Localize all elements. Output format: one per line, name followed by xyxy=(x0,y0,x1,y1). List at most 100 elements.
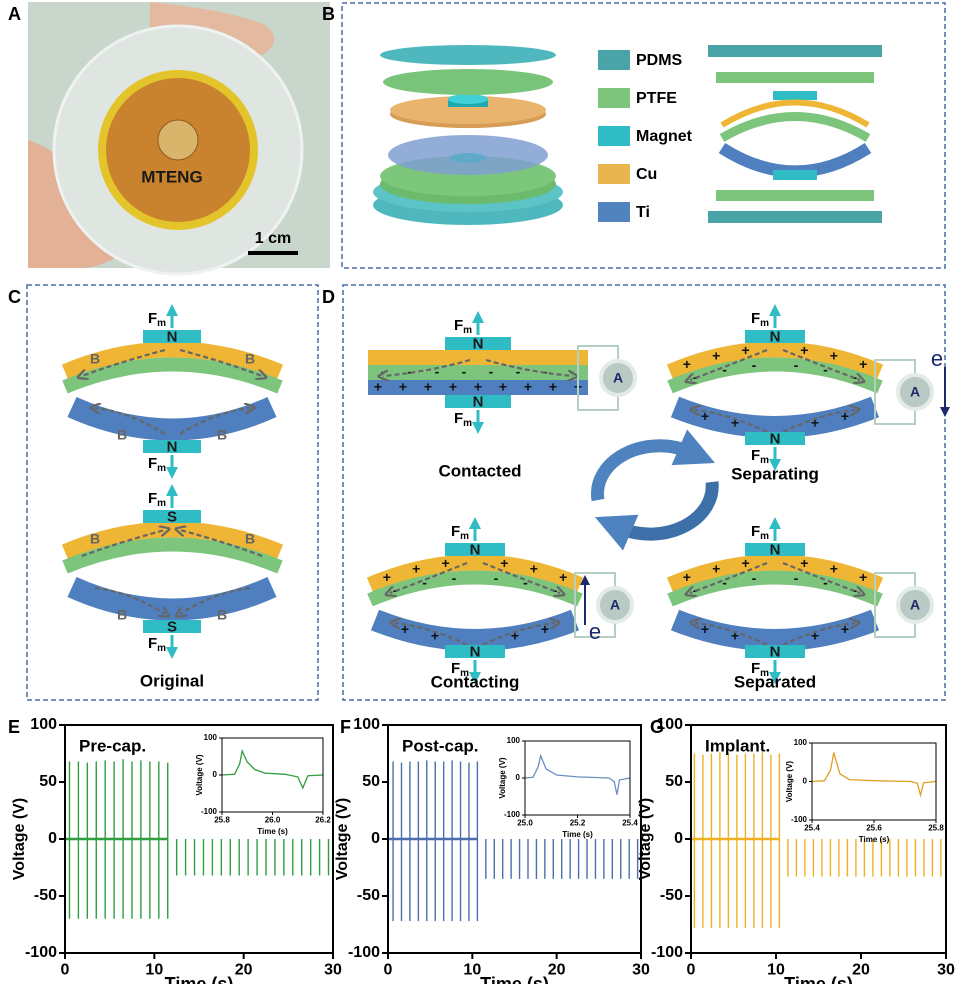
pole-label: N xyxy=(470,541,481,558)
charge: + xyxy=(731,415,739,431)
charge: + xyxy=(841,621,849,637)
legend-label: Cu xyxy=(636,166,657,183)
force-label: Fm xyxy=(148,635,166,654)
charge: + xyxy=(530,560,538,576)
field-label: B xyxy=(90,351,100,367)
charge: + xyxy=(712,347,720,363)
charge: + xyxy=(442,555,450,571)
field-label: B xyxy=(217,427,227,443)
force-label: Fm xyxy=(451,660,469,679)
y-axis-label: Voltage (V) xyxy=(637,798,654,880)
cycle-arrow xyxy=(594,481,719,551)
x-axis-label: Time (s) xyxy=(784,974,853,984)
force-symbol: F xyxy=(751,660,760,677)
annotation: Implant. xyxy=(705,736,770,755)
field-line xyxy=(395,623,468,646)
layer xyxy=(368,350,588,365)
panel-letter: B xyxy=(322,4,335,24)
magnet xyxy=(143,330,201,343)
charge: - xyxy=(523,574,528,590)
y-tick-label: 100 xyxy=(353,716,380,733)
layer xyxy=(61,341,284,380)
force-label: Fm xyxy=(751,310,769,329)
layer xyxy=(62,537,283,574)
field-line xyxy=(179,408,250,435)
ammeter xyxy=(596,586,634,624)
force-subscript: m xyxy=(157,318,166,329)
charge: + xyxy=(830,347,838,363)
x-axis-label: Time (s) xyxy=(257,827,288,836)
magnet xyxy=(143,620,201,633)
y-tick-label: -100 xyxy=(25,944,57,961)
legend-label: PDMS xyxy=(636,52,683,69)
field-line xyxy=(782,410,855,433)
charge: + xyxy=(559,569,567,585)
magnet xyxy=(745,330,805,343)
charge: + xyxy=(399,379,407,395)
force-symbol: F xyxy=(751,310,760,327)
y-tick-label: 100 xyxy=(656,716,683,733)
force-subscript: m xyxy=(760,668,769,679)
y-tick-label: 0 xyxy=(674,830,683,847)
force-symbol: F xyxy=(148,635,157,652)
force-symbol: F xyxy=(148,490,157,507)
charge: + xyxy=(374,379,382,395)
field-line xyxy=(81,530,165,558)
charge: - xyxy=(570,364,575,380)
charge: + xyxy=(811,628,819,644)
field-label: B xyxy=(217,607,227,623)
legend-label: Magnet xyxy=(636,128,693,145)
charge: - xyxy=(794,570,799,586)
force-label: Fm xyxy=(451,523,469,542)
charge: + xyxy=(412,560,420,576)
y-tick-label: 0 xyxy=(48,830,57,847)
magnet xyxy=(448,94,488,104)
charge: - xyxy=(794,357,799,373)
charge: + xyxy=(549,379,557,395)
field-line xyxy=(179,348,262,376)
field-line xyxy=(390,561,468,593)
field-line xyxy=(695,410,768,433)
charge: + xyxy=(859,569,867,585)
x-tick-label: 25.0 xyxy=(517,819,533,828)
magnet xyxy=(773,170,817,180)
magnet xyxy=(445,337,511,350)
x-tick-label: 25.8 xyxy=(214,816,230,825)
charge: + xyxy=(383,569,391,585)
layer-pdms xyxy=(708,211,882,223)
y-tick-label: -100 xyxy=(201,807,218,816)
charge: + xyxy=(701,408,709,424)
legend-swatch xyxy=(598,50,630,70)
cycle-arrow xyxy=(591,429,716,502)
layer xyxy=(368,380,588,395)
panel-frame xyxy=(26,284,319,701)
state-label: Contacting xyxy=(431,672,520,691)
pole-label: N xyxy=(167,328,178,345)
legend-label: PTFE xyxy=(636,90,677,107)
force-symbol: F xyxy=(454,410,463,427)
layer xyxy=(666,554,884,593)
layer-cu xyxy=(390,96,546,124)
force-symbol: F xyxy=(148,310,157,327)
field-line xyxy=(180,586,251,614)
pole-label: N xyxy=(473,335,484,352)
field-line xyxy=(782,623,855,646)
x-axis-label: Time (s) xyxy=(480,974,549,984)
force-label: Fm xyxy=(454,317,472,336)
field-label: B xyxy=(117,427,127,443)
charge: - xyxy=(435,364,440,380)
charge: - xyxy=(752,570,757,586)
y-tick-label: 0 xyxy=(371,830,380,847)
force-symbol: F xyxy=(751,447,760,464)
charge: + xyxy=(841,408,849,424)
field-label: B xyxy=(90,531,100,547)
x-tick-label: 25.2 xyxy=(570,819,586,828)
magnet xyxy=(445,645,505,658)
charge: + xyxy=(683,569,691,585)
y-tick-label: -50 xyxy=(357,887,380,904)
charge: + xyxy=(731,628,739,644)
charge: + xyxy=(742,342,750,358)
panel-letter: A xyxy=(8,4,21,24)
charge: - xyxy=(752,357,757,373)
field-line xyxy=(782,348,860,380)
